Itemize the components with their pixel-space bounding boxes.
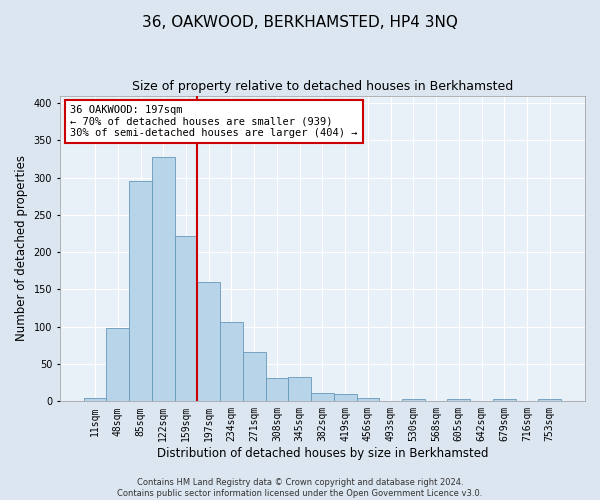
Text: 36, OAKWOOD, BERKHAMSTED, HP4 3NQ: 36, OAKWOOD, BERKHAMSTED, HP4 3NQ (142, 15, 458, 30)
Bar (311, 393, 334, 402)
Bar (402, 399, 425, 402)
Bar (106, 328, 129, 402)
Bar (129, 180, 152, 402)
Text: Contains HM Land Registry data © Crown copyright and database right 2024.
Contai: Contains HM Land Registry data © Crown c… (118, 478, 482, 498)
Bar (175, 236, 197, 402)
Title: Size of property relative to detached houses in Berkhamsted: Size of property relative to detached ho… (132, 80, 513, 93)
Bar (493, 399, 515, 402)
Bar (356, 398, 379, 402)
Bar (152, 156, 175, 402)
Bar (243, 352, 266, 402)
Bar (538, 399, 561, 402)
Y-axis label: Number of detached properties: Number of detached properties (15, 156, 28, 342)
Bar (448, 399, 470, 402)
Text: 36 OAKWOOD: 197sqm
← 70% of detached houses are smaller (939)
30% of semi-detach: 36 OAKWOOD: 197sqm ← 70% of detached hou… (70, 104, 358, 138)
Bar (220, 322, 243, 402)
X-axis label: Distribution of detached houses by size in Berkhamsted: Distribution of detached houses by size … (157, 447, 488, 460)
Bar (266, 378, 289, 402)
Bar (197, 282, 220, 402)
Bar (289, 378, 311, 402)
Bar (83, 398, 106, 402)
Bar (334, 394, 356, 402)
